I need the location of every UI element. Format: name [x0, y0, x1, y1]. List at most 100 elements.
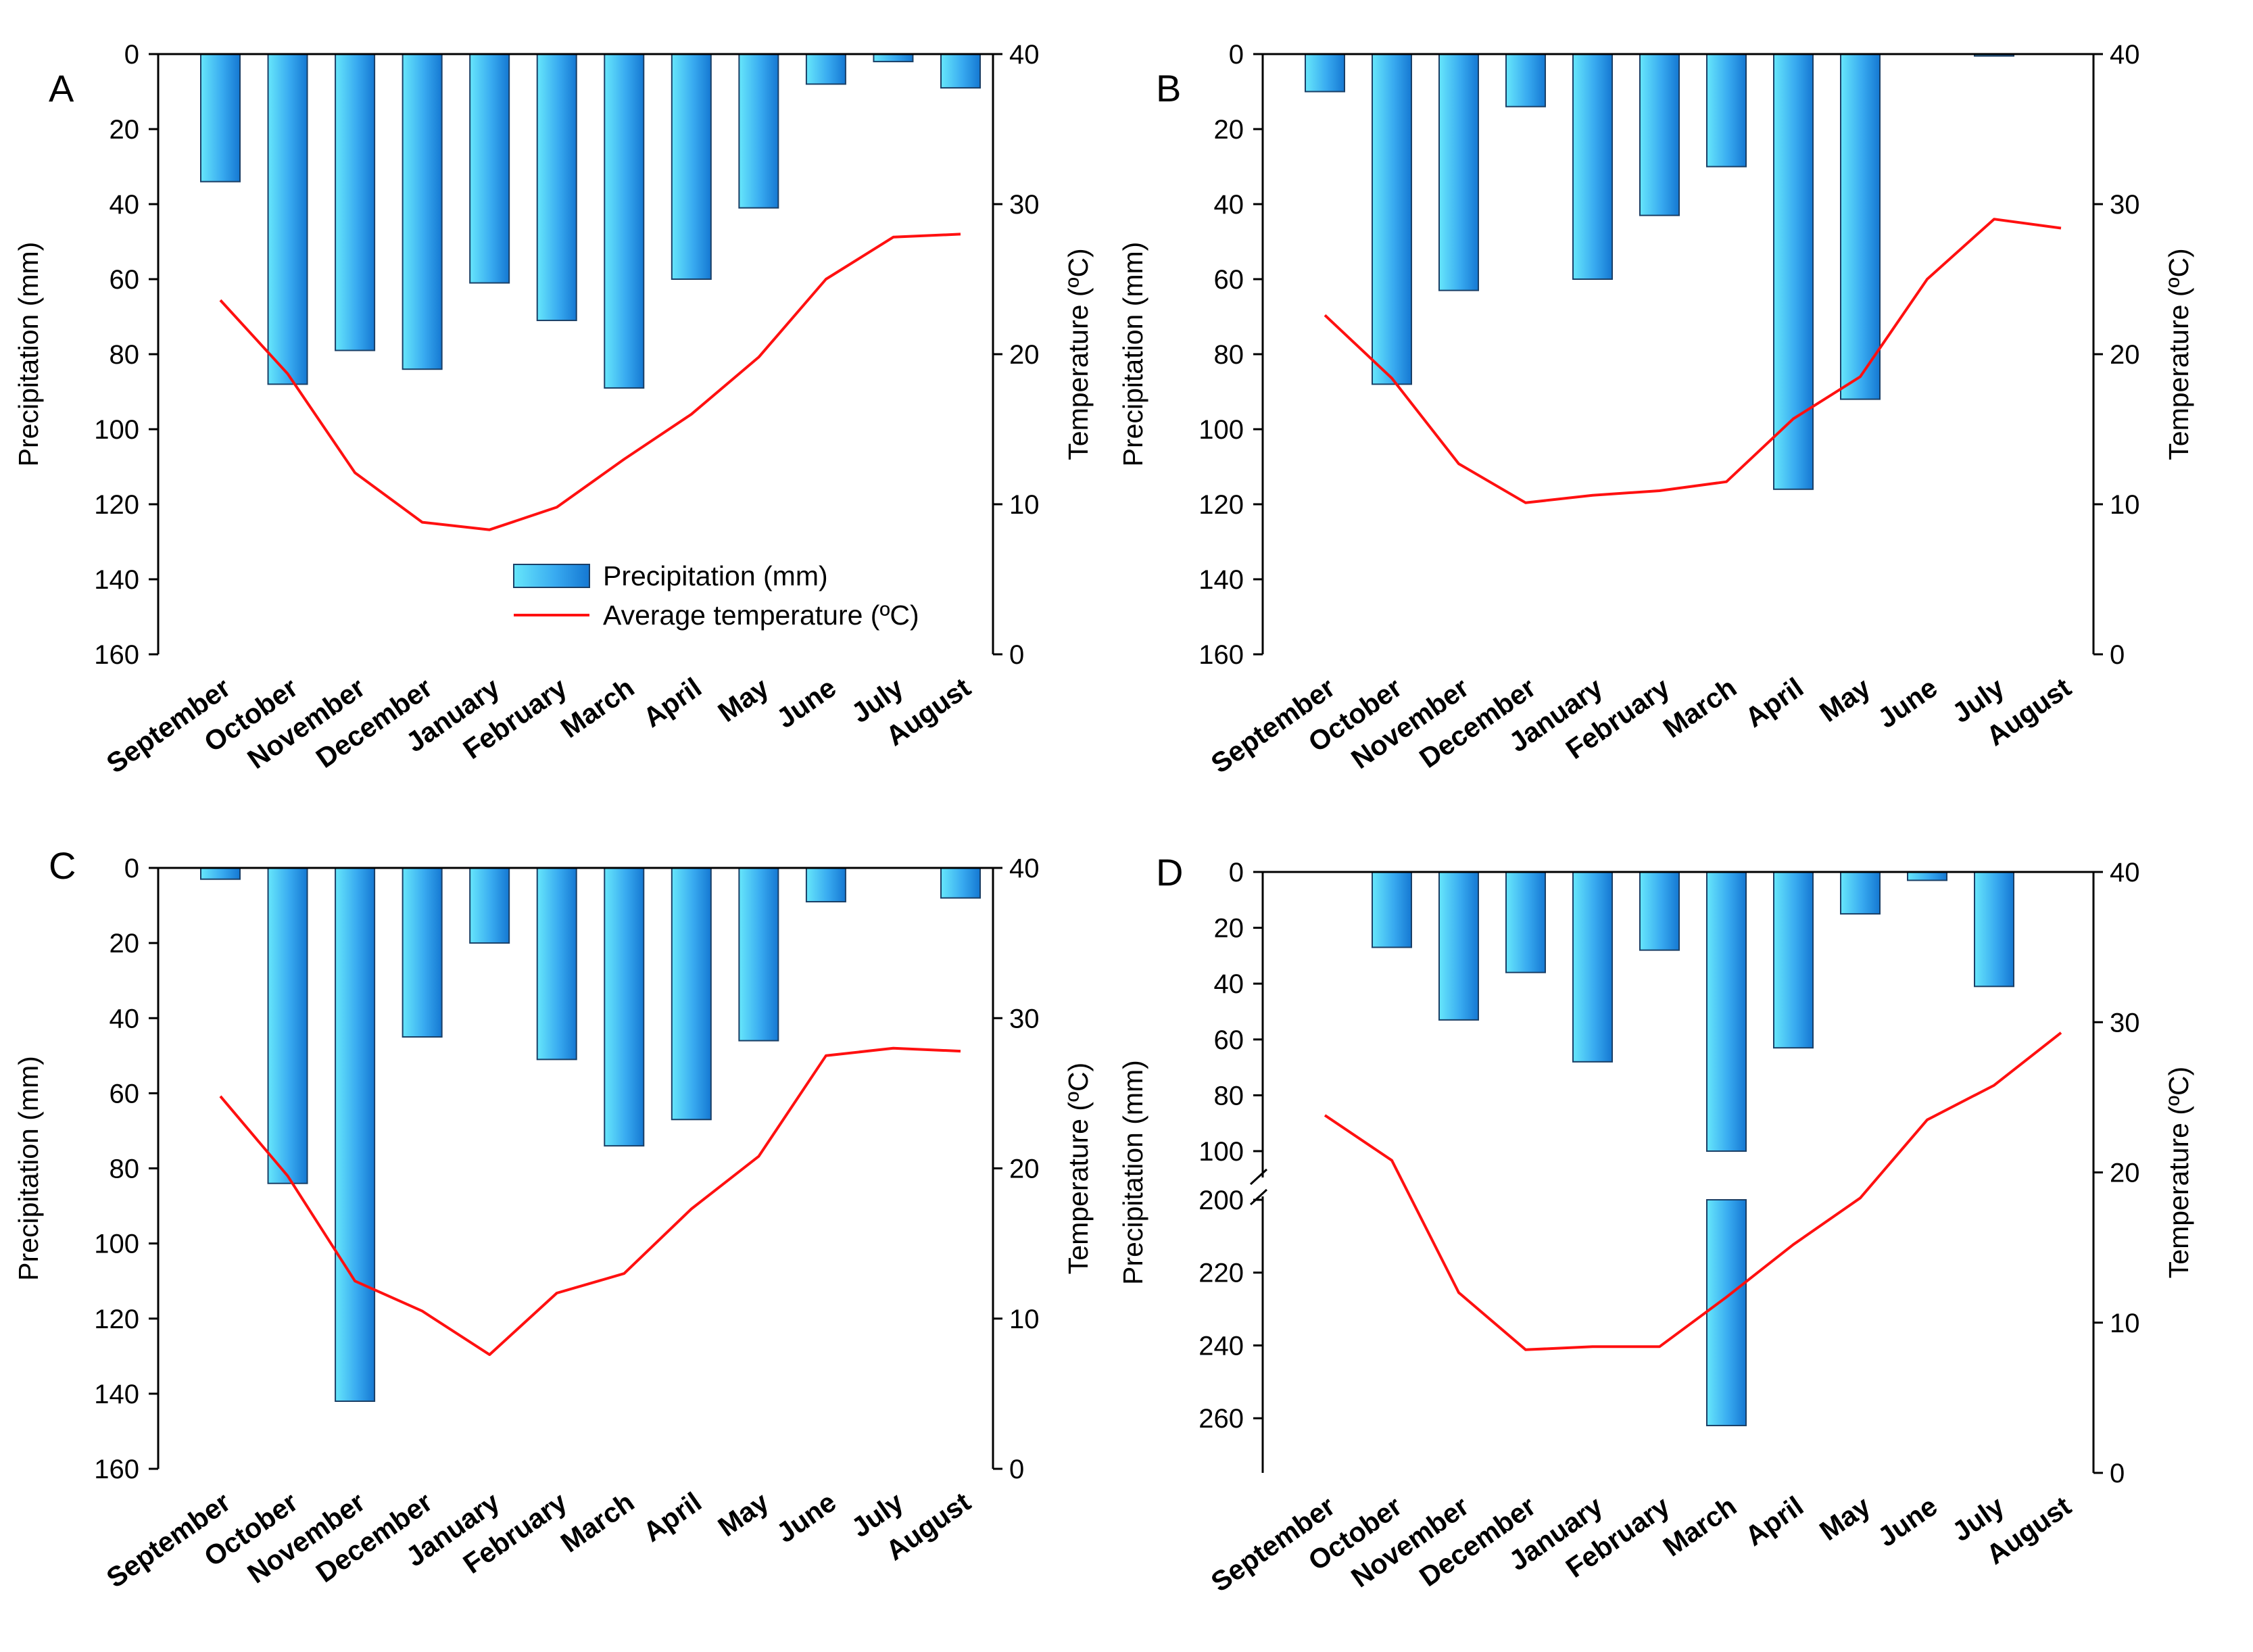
y-tick-label: 60 [1214, 265, 1244, 295]
y-tick-label: 100 [94, 1230, 139, 1259]
y-tick-label: 60 [110, 265, 140, 295]
y-tick-label: 140 [94, 565, 139, 595]
y2-tick-label: 20 [2110, 340, 2140, 370]
y2-axis-title: Temperature (ºC) [1063, 1063, 1094, 1274]
x-tick-label: June [1872, 672, 1943, 735]
y2-tick-label: 10 [2110, 490, 2140, 520]
y-tick-label: 20 [110, 115, 140, 145]
y-axis-title: Precipitation (mm) [13, 1056, 44, 1281]
y-tick-label: 0 [124, 40, 139, 70]
y-tick-label: 60 [110, 1079, 140, 1109]
precip-bar [1773, 871, 1814, 1049]
x-tick-label: May [1814, 672, 1876, 729]
y2-tick-label: 0 [1009, 1455, 1024, 1484]
panel-label: D [1156, 851, 1183, 894]
y-tick-label: 80 [1214, 340, 1244, 370]
precip-bar [671, 867, 712, 1121]
y2-tick-label: 30 [1009, 1004, 1040, 1034]
x-tick-label: May [1814, 1490, 1876, 1547]
y2-axis-title: Temperature (ºC) [2163, 1067, 2194, 1278]
precip-bar [1505, 871, 1546, 973]
precip-bar [1505, 53, 1546, 107]
precip-bar [536, 867, 577, 1061]
panel-label: B [1156, 67, 1181, 110]
y-tick-label: 40 [110, 190, 140, 220]
panel-label: A [49, 67, 74, 110]
y2-axis-title: Temperature (ºC) [1063, 248, 1094, 460]
x-tick-label: April [637, 672, 707, 733]
y-tick-label: 140 [1198, 565, 1244, 595]
y-tick-label: 140 [94, 1380, 139, 1409]
y2-tick-label: 10 [2110, 1309, 2140, 1338]
y2-tick-label: 40 [1009, 40, 1040, 70]
precip-bar [1974, 871, 2014, 988]
y-tick-label: 120 [94, 490, 139, 520]
precip-bar [1773, 53, 1814, 490]
legend-label-temperature: Average temperature (ºC) [603, 600, 919, 631]
precip-bar [1438, 53, 1479, 291]
y-tick-label: 80 [1214, 1081, 1244, 1111]
y-axis-title: Precipitation (mm) [1117, 242, 1148, 467]
x-tick-label: May [712, 672, 775, 729]
precip-bar [335, 867, 376, 1402]
precip-bar [805, 53, 846, 85]
precip-bar [536, 53, 577, 322]
precip-bar [1438, 871, 1479, 1021]
x-tick-label: June [771, 672, 842, 735]
x-tick-label: March [1657, 1490, 1742, 1563]
precip-bar [267, 53, 308, 385]
precip-bar [1907, 871, 1947, 881]
y-tick-label: 120 [1198, 490, 1244, 520]
y2-tick-label: 10 [1009, 1305, 1040, 1334]
precip-bar [1840, 53, 1881, 400]
y-tick-label: 20 [110, 929, 140, 958]
temperature-line [219, 1046, 961, 1357]
precip-bar [267, 867, 308, 1184]
precip-bar [402, 867, 443, 1038]
y2-tick-label: 30 [1009, 190, 1040, 220]
y-tick-label: 60 [1214, 1025, 1244, 1055]
temperature-line [1324, 218, 2062, 504]
y-tick-label: 120 [94, 1305, 139, 1334]
y-tick-label: 40 [1214, 190, 1244, 220]
precip-bar [604, 867, 645, 1147]
x-tick-label: May [712, 1486, 775, 1543]
x-tick-label: March [1657, 672, 1742, 744]
precip-bar [1372, 871, 1412, 948]
precip-bar [1372, 53, 1412, 385]
precip-bar [671, 53, 712, 280]
y-tick-label: 200 [1198, 1186, 1244, 1215]
x-tick-label: April [1739, 1490, 1809, 1552]
y-tick-label: 100 [1198, 415, 1244, 445]
y-tick-label: 0 [1229, 40, 1244, 70]
y2-tick-label: 40 [2110, 40, 2140, 70]
y-tick-label: 80 [110, 1155, 140, 1184]
y2-tick-label: 20 [2110, 1159, 2140, 1188]
precip-bar [1706, 53, 1747, 168]
precip-bar [1572, 871, 1613, 1063]
legend-bar-swatch [513, 564, 590, 588]
precip-bar [1305, 53, 1345, 93]
y-tick-label: 160 [94, 640, 139, 670]
y-axis-title: Precipitation (mm) [13, 242, 44, 467]
x-tick-label: March [555, 1486, 639, 1559]
precip-bar [1840, 871, 1881, 915]
y2-tick-label: 30 [2110, 1008, 2140, 1038]
precip-bar [1706, 1199, 1747, 1426]
y-tick-label: 80 [110, 340, 140, 370]
y-axis-title: Precipitation (mm) [1117, 1060, 1148, 1285]
y-tick-label: 260 [1198, 1404, 1244, 1434]
temperature-line [219, 233, 961, 531]
precip-bar [940, 867, 981, 899]
x-tick-label: June [1872, 1490, 1943, 1553]
precip-bar [1572, 53, 1613, 280]
temperature-line [1324, 1031, 2062, 1351]
y-tick-label: 240 [1198, 1331, 1244, 1361]
x-tick-label: March [555, 672, 639, 744]
y-tick-label: 20 [1214, 914, 1244, 944]
y-tick-label: 220 [1198, 1259, 1244, 1288]
y2-tick-label: 20 [1009, 1155, 1040, 1184]
y2-axis-title: Temperature (ºC) [2163, 248, 2194, 460]
precip-bar [738, 53, 779, 209]
